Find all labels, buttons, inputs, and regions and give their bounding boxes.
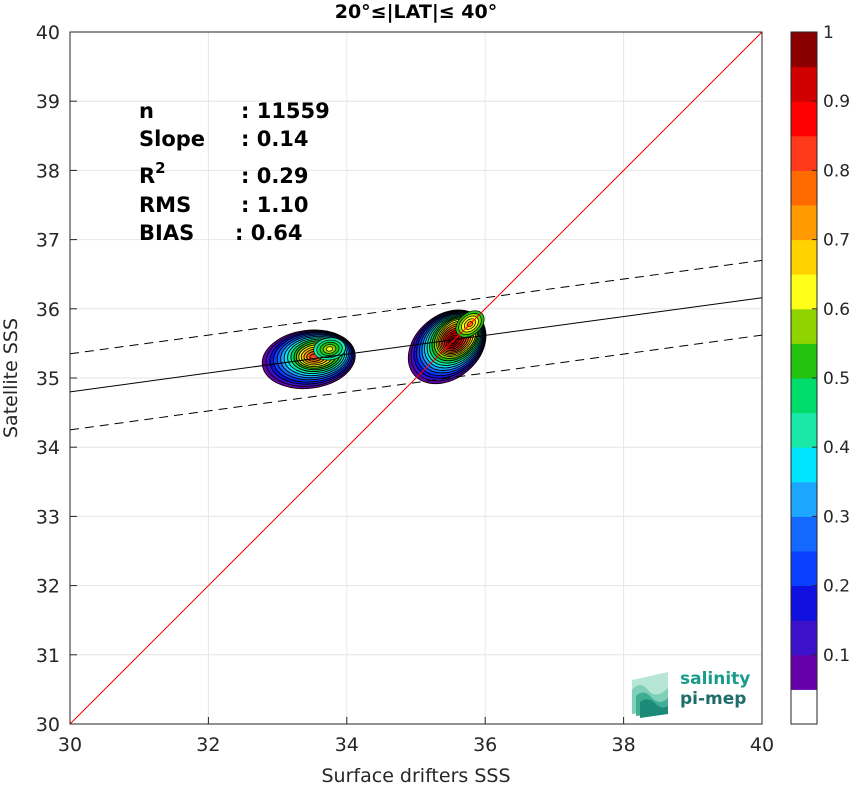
y-tick-label: 31 bbox=[36, 645, 60, 667]
colorbar: 0.1 0.2 0.3 0.4 0.5 0.6 0.7 0.8 0.9 1 bbox=[790, 23, 850, 725]
colorbar-tick-label: 0.5 bbox=[823, 369, 850, 389]
stat-label: RMS bbox=[139, 193, 191, 217]
x-axis-ticks: 30 32 34 36 38 40 bbox=[58, 717, 774, 756]
colorbar-segment bbox=[791, 585, 817, 621]
stat-value: : 11559 bbox=[241, 99, 330, 123]
colorbar-tick-label: 0.7 bbox=[823, 231, 850, 251]
colorbar-tick-label: 1 bbox=[823, 23, 834, 43]
y-axis-label: Satellite SSS bbox=[0, 318, 22, 438]
reference-lines bbox=[70, 32, 762, 724]
colorbar-segment bbox=[791, 447, 817, 483]
colorbar-segment bbox=[791, 170, 817, 206]
colorbar-tick-label: 0.6 bbox=[823, 300, 850, 320]
colorbar-tick-label: 0.8 bbox=[823, 161, 850, 181]
y-tick-label: 32 bbox=[36, 576, 60, 598]
y-tick-label: 33 bbox=[36, 506, 60, 528]
colorbar-segment bbox=[791, 343, 817, 379]
colorbar-segment bbox=[791, 689, 817, 725]
colorbar-tick-label: 0.9 bbox=[823, 92, 850, 112]
stat-value: : 0.29 bbox=[241, 164, 309, 188]
colorbar-segment bbox=[791, 481, 817, 517]
stat-value: : 0.14 bbox=[241, 127, 309, 151]
upper-bound-line bbox=[70, 259, 762, 355]
colorbar-segment bbox=[791, 378, 817, 414]
colorbar-segment bbox=[791, 135, 817, 171]
x-tick-label: 38 bbox=[612, 734, 636, 756]
colorbar-segment bbox=[791, 66, 817, 102]
colorbar-tick-label: 0.1 bbox=[823, 646, 850, 666]
x-tick-label: 30 bbox=[58, 734, 82, 756]
stat-label: BIAS bbox=[139, 221, 194, 245]
y-tick-label: 30 bbox=[36, 714, 60, 736]
x-tick-label: 34 bbox=[335, 734, 359, 756]
x-tick-label: 40 bbox=[750, 734, 774, 756]
logo-text-salinity: salinity bbox=[680, 669, 750, 689]
colorbar-segment bbox=[791, 308, 817, 344]
y-tick-label: 39 bbox=[36, 91, 60, 113]
colorbar-segment bbox=[791, 239, 817, 275]
y-tick-label: 37 bbox=[36, 230, 60, 252]
chart-title: 20°≤|LAT|≤ 40° bbox=[335, 1, 498, 23]
colorbar-segment bbox=[791, 274, 817, 310]
x-tick-label: 36 bbox=[473, 734, 497, 756]
logo-text-pi-mep: pi-mep bbox=[680, 689, 746, 709]
colorbar-segment bbox=[791, 654, 817, 690]
stat-value: : 0.64 bbox=[235, 221, 303, 245]
lower-bound-line bbox=[70, 334, 762, 431]
y-tick-label: 40 bbox=[36, 22, 60, 44]
salinity-pi-mep-logo: salinity pi-mep bbox=[632, 669, 750, 718]
colorbar-segment bbox=[791, 101, 817, 137]
y-tick-label: 34 bbox=[36, 437, 60, 459]
colorbar-segment bbox=[791, 32, 817, 68]
colorbar-tick-label: 0.4 bbox=[823, 438, 850, 458]
density-contour-secondary bbox=[325, 346, 334, 352]
colorbar-segment bbox=[791, 551, 817, 587]
y-axis-ticks: 30 31 32 33 34 35 36 37 38 39 40 bbox=[36, 22, 77, 736]
colorbar-segment bbox=[791, 516, 817, 552]
y-tick-label: 36 bbox=[36, 299, 60, 321]
stat-label: n bbox=[139, 99, 154, 123]
stat-label: Slope bbox=[139, 127, 205, 151]
wave-logo-icon bbox=[632, 672, 668, 718]
colorbar-segment bbox=[791, 412, 817, 448]
colorbar-tick-label: 0.3 bbox=[823, 507, 850, 527]
grid-lines bbox=[69, 31, 763, 725]
y-tick-label: 35 bbox=[36, 368, 60, 390]
stat-value: : 1.10 bbox=[241, 193, 309, 217]
x-tick-label: 32 bbox=[196, 734, 220, 756]
x-axis-label: Surface drifters SSS bbox=[322, 765, 511, 786]
colorbar-segment bbox=[791, 205, 817, 241]
regression-line bbox=[70, 297, 762, 393]
colorbar-tick-label: 0.2 bbox=[823, 577, 850, 597]
colorbar-segment bbox=[791, 620, 817, 656]
y-tick-label: 38 bbox=[36, 160, 60, 182]
one-to-one-line bbox=[70, 32, 762, 724]
